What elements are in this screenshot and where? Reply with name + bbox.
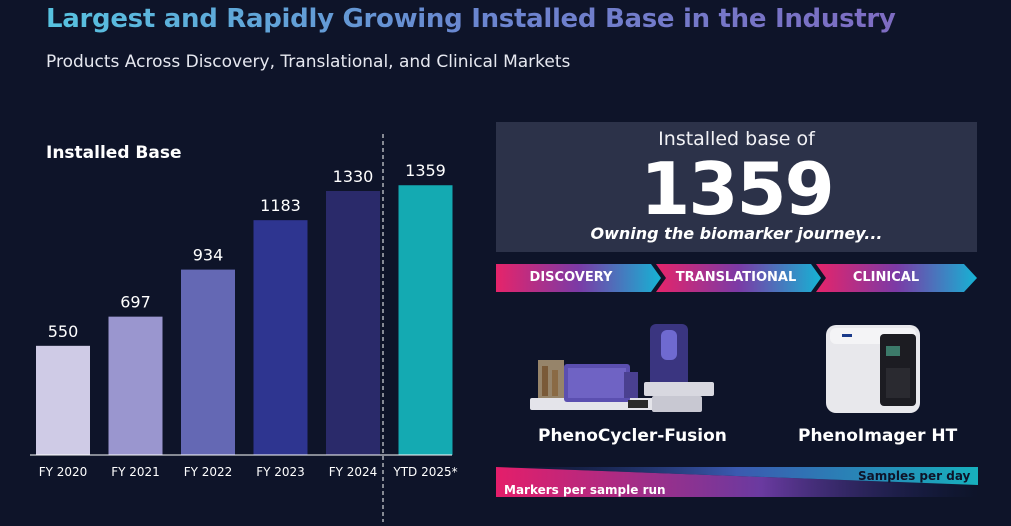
scale-gradient-bar	[496, 467, 978, 497]
x-tick-label: YTD 2025*	[392, 465, 457, 479]
bar-fy-2024	[326, 190, 380, 455]
journey-discovery: DISCOVERY	[529, 270, 613, 285]
installed-base-chart: Installed Base 550 FY 2020 697 FY 2021 934 FY…	[30, 134, 458, 522]
bar-value-label: 550	[48, 322, 79, 341]
bar-value-label: 697	[120, 293, 151, 312]
bar-ytd-2025-	[398, 185, 453, 455]
x-tick-label: FY 2020	[39, 465, 88, 479]
panel-tagline: Owning the biomarker journey...	[590, 224, 883, 243]
installed-base-value: 1359	[640, 147, 834, 231]
bar-value-label: 1359	[405, 161, 446, 180]
markers-per-sample-label: Markers per sample run	[504, 483, 666, 497]
x-tick-label: FY 2023	[256, 465, 305, 479]
chart-title: Installed Base	[46, 143, 182, 163]
bar-value-label: 1330	[333, 167, 374, 186]
x-tick-label: FY 2024	[329, 465, 378, 479]
x-tick-label: FY 2022	[184, 465, 233, 479]
bar-fy-2022	[181, 269, 235, 455]
journey-clinical: CLINICAL	[852, 270, 920, 285]
journey-translational: TRANSLATIONAL	[675, 270, 797, 285]
samples-per-day-label: Samples per day	[858, 469, 971, 483]
bar-fy-2021	[108, 316, 163, 455]
page-subtitle: Products Across Discovery, Translational…	[46, 52, 571, 72]
product-phenoimager-ht: PhenoImager HT	[798, 426, 958, 446]
bar-fy-2023	[253, 220, 308, 455]
phenocycler-fusion-image	[530, 324, 714, 412]
panel-label: Installed base of	[658, 128, 815, 150]
page-title: Largest and Rapidly Growing Installed Ba…	[46, 4, 896, 34]
product-phenocycler-fusion: PhenoCycler-Fusion	[538, 426, 727, 446]
journey-arrow	[496, 264, 977, 292]
bar-value-label: 1183	[260, 196, 301, 215]
installed-base-panel: Installed base of 1359 Owning the biomar…	[496, 122, 977, 252]
bar-value-label: 934	[193, 246, 224, 265]
phenoimager-ht-image	[826, 325, 920, 413]
x-tick-label: FY 2021	[111, 465, 160, 479]
bar-fy-2020	[36, 345, 90, 455]
